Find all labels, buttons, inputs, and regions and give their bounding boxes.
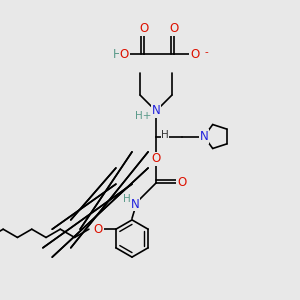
Text: N: N <box>130 197 140 211</box>
Text: N: N <box>152 104 160 118</box>
Text: O: O <box>190 47 200 61</box>
Text: O: O <box>94 223 103 236</box>
Text: O: O <box>120 47 129 61</box>
Text: H: H <box>161 130 169 140</box>
Text: O: O <box>140 22 148 35</box>
Text: O: O <box>177 176 186 190</box>
Text: H: H <box>123 194 130 205</box>
Text: N: N <box>200 130 208 143</box>
Text: H+: H+ <box>135 110 152 121</box>
Text: H: H <box>112 47 122 61</box>
Text: O: O <box>152 152 160 166</box>
Text: -: - <box>205 47 208 57</box>
Text: O: O <box>169 22 178 35</box>
